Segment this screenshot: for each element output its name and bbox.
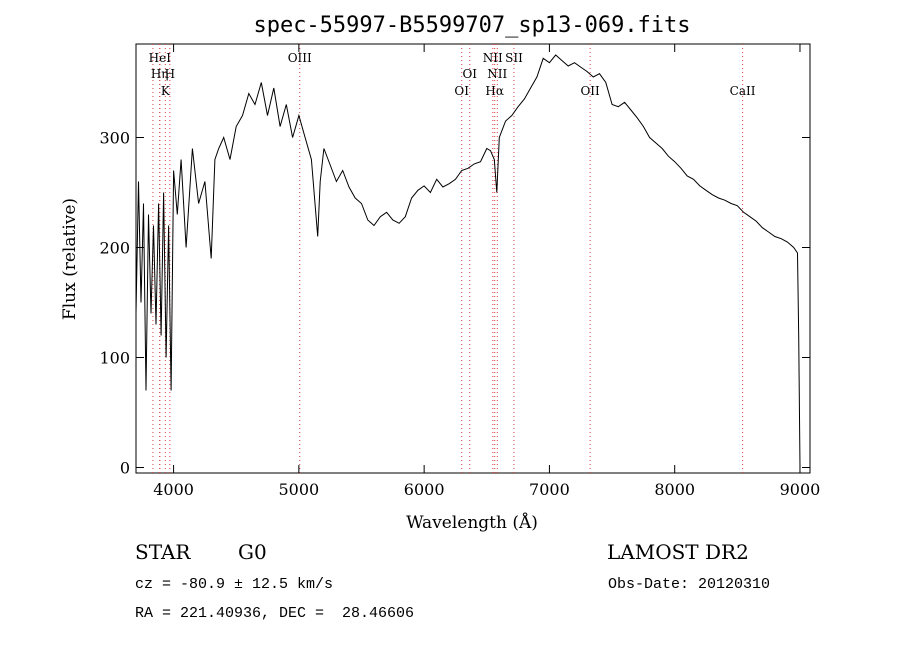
- spectral-class-label: G0: [238, 540, 267, 564]
- line-label: Hη: [151, 67, 169, 81]
- line-label: OIII: [288, 51, 312, 65]
- x-axis-label: Wavelength (Å): [406, 512, 538, 533]
- chart-title: spec-55997-B5599707_sp13-069.fits: [253, 13, 690, 38]
- x-tick-label: 7000: [529, 480, 570, 499]
- line-label: H: [165, 67, 175, 81]
- line-label: CaII: [730, 84, 756, 98]
- x-axis: 4000 5000 6000 7000 8000 9000: [153, 44, 820, 499]
- x-tick-label: 9000: [780, 480, 821, 499]
- emission-line-markers: [152, 44, 744, 473]
- line-label: OI: [462, 67, 477, 81]
- line-label: HeI: [149, 51, 172, 65]
- survey-label: LAMOST DR2: [607, 540, 749, 564]
- x-tick-label: 6000: [404, 480, 445, 499]
- line-label: OII: [580, 84, 600, 98]
- x-tick-label: 4000: [153, 480, 194, 499]
- y-tick-label: 100: [99, 349, 130, 368]
- x-tick-label: 5000: [279, 480, 320, 499]
- line-label: NII: [483, 51, 503, 65]
- line-label: K: [161, 84, 171, 98]
- x-tick-label: 8000: [654, 480, 695, 499]
- y-axis: 0 100 200 300: [99, 129, 810, 478]
- y-tick-label: 200: [99, 239, 130, 258]
- line-label: SII: [505, 51, 523, 65]
- line-label: NII: [487, 67, 507, 81]
- line-label: OI: [454, 84, 469, 98]
- y-tick-label: 300: [99, 129, 130, 148]
- plot-frame: [135, 43, 811, 474]
- line-label: Hα: [485, 84, 504, 98]
- object-type-label: STAR: [135, 540, 191, 564]
- coordinates-readout: RA = 221.40936, DEC = 28.46606: [135, 605, 415, 622]
- spectrum-line: [135, 54, 801, 468]
- y-tick-label: 0: [120, 459, 130, 478]
- y-axis-label: Flux (relative): [60, 198, 80, 320]
- obs-date-readout: Obs-Date: 20120310: [608, 576, 771, 593]
- cz-readout: cz = -80.9 ± 12.5 km/s: [135, 576, 334, 593]
